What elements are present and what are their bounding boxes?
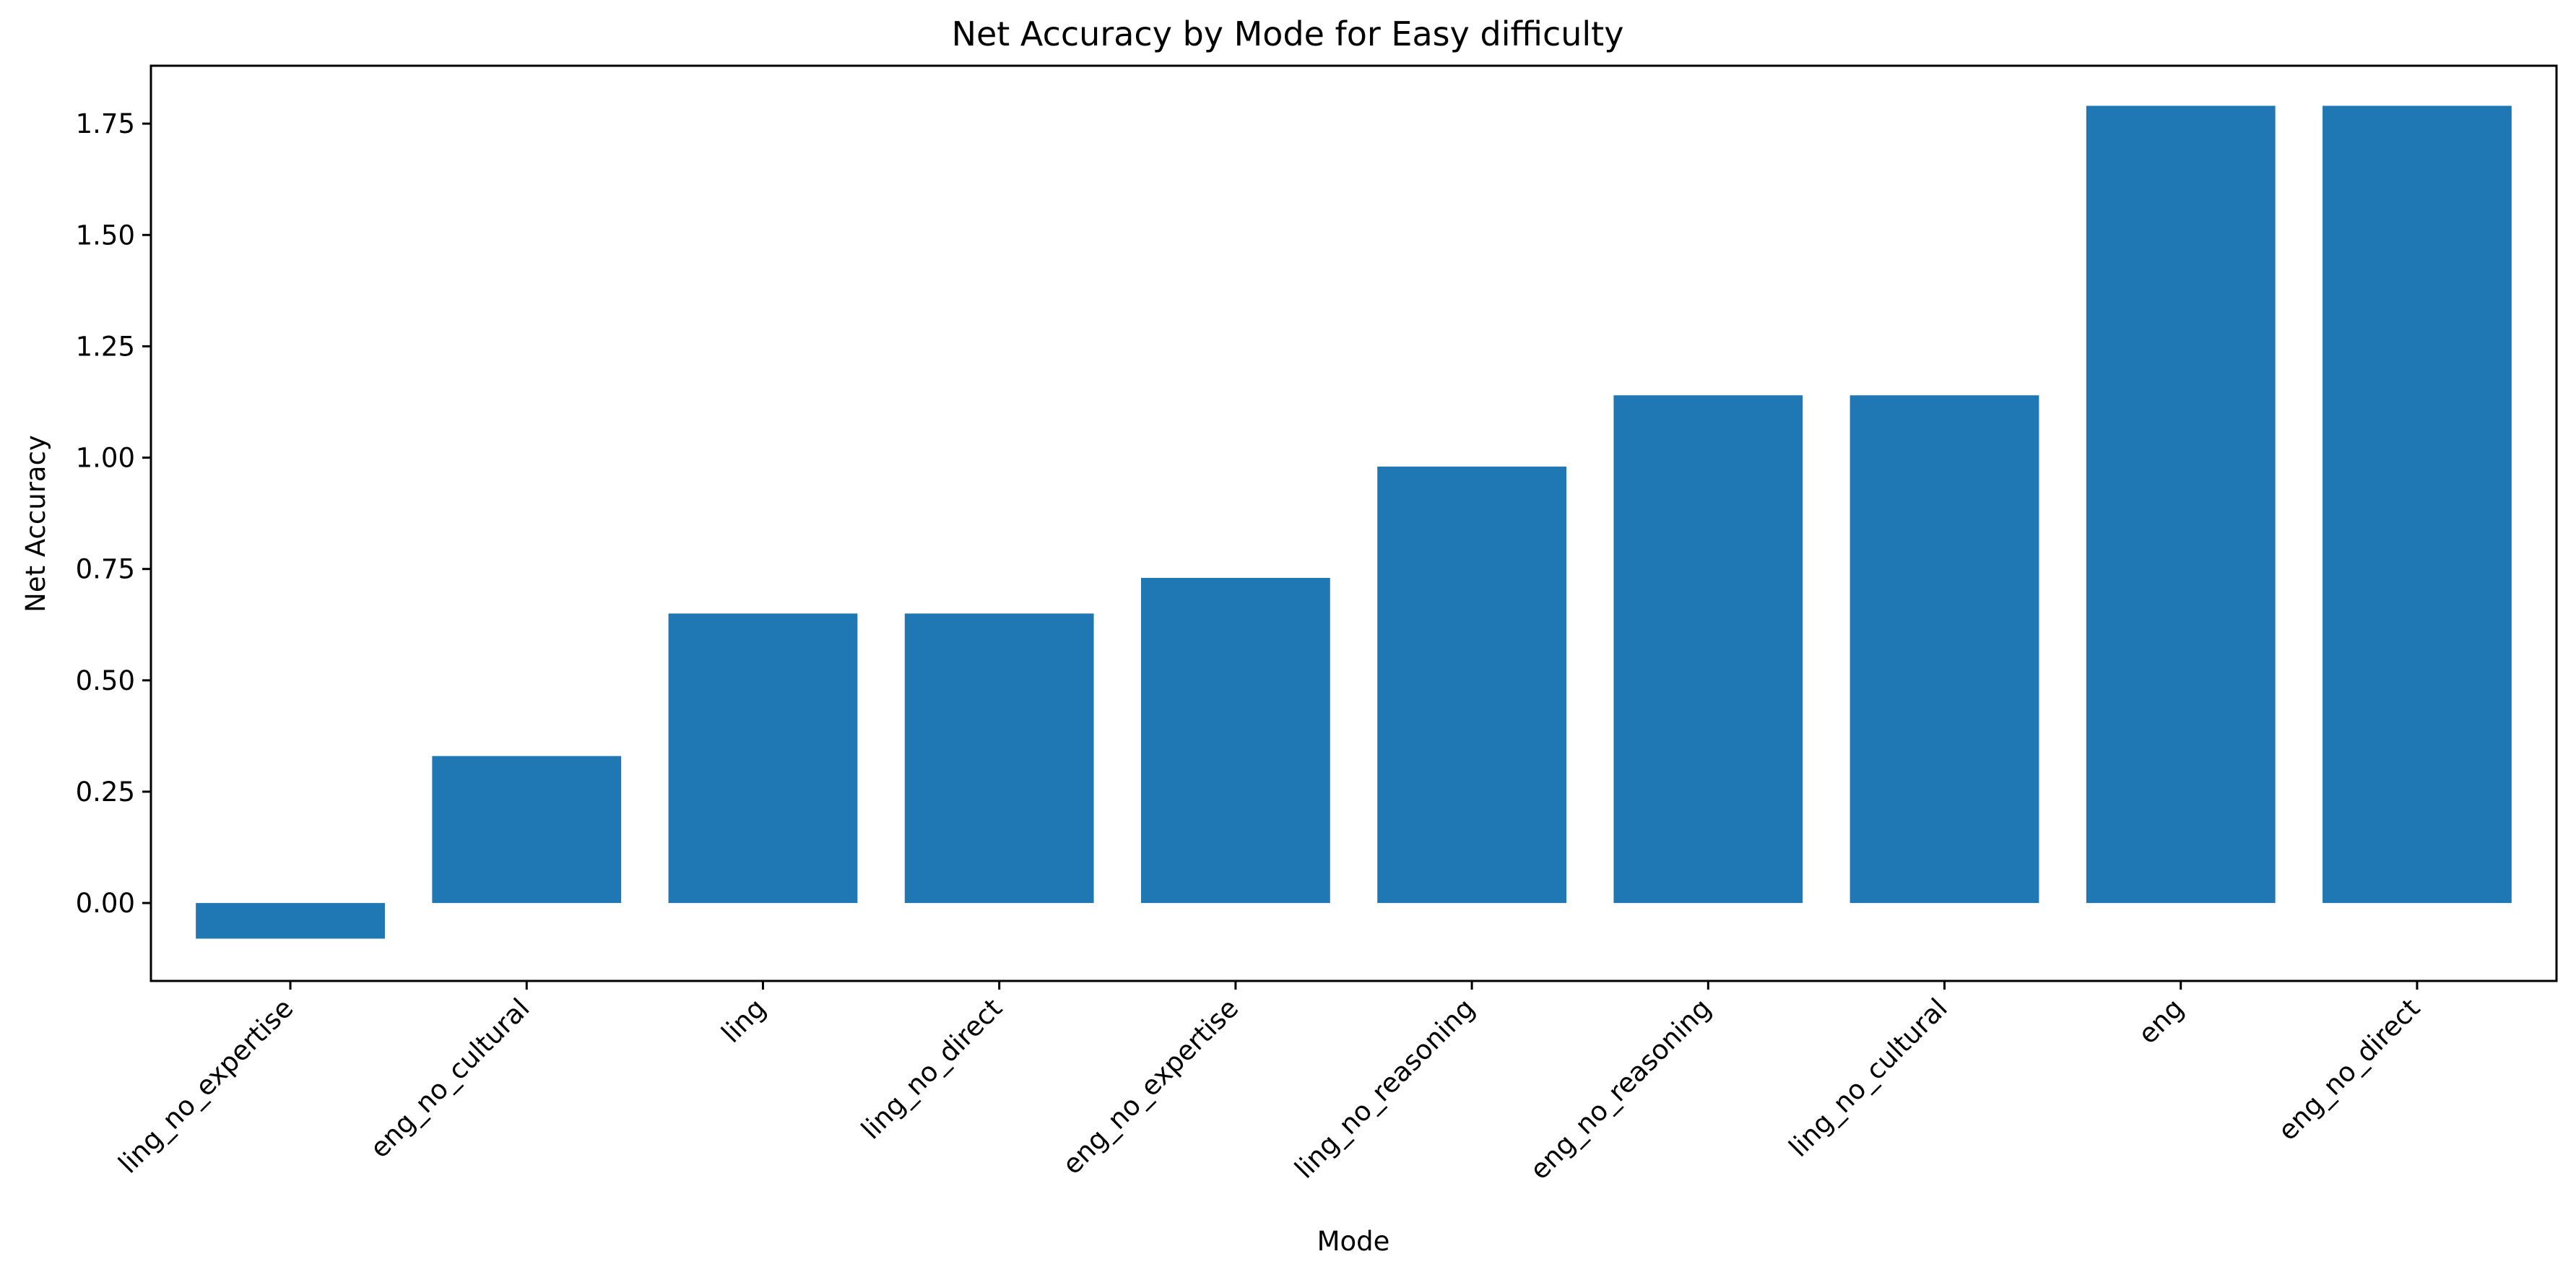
bar-ling_no_expertise (196, 903, 385, 939)
y-axis-label: Net Accuracy (20, 435, 51, 613)
bar-eng_no_expertise (1141, 578, 1330, 904)
y-tick-label: 1.50 (76, 220, 135, 251)
bar-ling (668, 613, 858, 904)
x-tick-label: eng_no_direct (2272, 993, 2426, 1146)
x-tick-label: eng_no_reasoning (1524, 993, 1717, 1185)
chart-title: Net Accuracy by Mode for Easy difficulty (952, 14, 1624, 53)
x-tick-label: ling_no_reasoning (1289, 993, 1481, 1185)
x-tick-label: ling_no_expertise (113, 993, 300, 1180)
bar-ling_no_reasoning (1377, 466, 1566, 904)
x-tick-label: ling_no_direct (855, 993, 1008, 1146)
y-tick-label: 0.25 (76, 777, 135, 808)
y-tick-label: 1.25 (76, 331, 135, 362)
bar-ling_no_cultural (1849, 395, 2039, 904)
x-tick-label: ling_no_cultural (1783, 993, 1953, 1163)
x-axis-label: Mode (1317, 1226, 1390, 1257)
y-tick-label: 1.00 (76, 443, 135, 474)
y-tick-label: 0.75 (76, 554, 135, 585)
bar-ling_no_direct (904, 613, 1094, 904)
y-tick-label: 1.75 (76, 108, 135, 139)
x-tick-label: eng_no_cultural (364, 993, 536, 1164)
bar-eng (2086, 105, 2276, 904)
bar-eng_no_cultural (432, 756, 622, 904)
bar-eng_no_reasoning (1613, 395, 1803, 904)
bar-eng_no_direct (2323, 105, 2512, 904)
y-tick-label: 0.50 (76, 665, 135, 696)
plot-area-frame (149, 64, 2558, 982)
y-tick-label: 0.00 (76, 888, 135, 919)
x-tick-label: eng (2132, 993, 2190, 1050)
x-tick-label: ling (716, 993, 772, 1049)
x-tick-label: eng_no_expertise (1057, 993, 1244, 1180)
